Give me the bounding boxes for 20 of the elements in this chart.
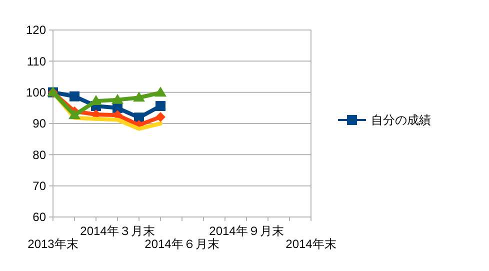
point	[68, 109, 80, 120]
point	[156, 101, 166, 112]
legend-label: 自分の成績	[371, 113, 431, 128]
x-tick-label: 2013年末	[28, 237, 78, 251]
y-tick-label: 110	[26, 54, 46, 68]
y-tick-label: 90	[32, 116, 46, 131]
point	[133, 92, 145, 102]
y-tick-label: 70	[32, 179, 46, 194]
x-tick-label: 2014年６月末	[144, 237, 220, 251]
y-tick-label: 100	[26, 86, 46, 100]
x-tick-label: 2014年３月末	[80, 224, 155, 238]
point	[156, 112, 166, 122]
x-tick-label: 2014年末	[286, 237, 336, 251]
point	[70, 91, 80, 102]
x-tick-label: 2014年９月末	[209, 224, 284, 238]
y-tick-label: 80	[32, 148, 46, 162]
y-tick-label: 60	[32, 210, 46, 224]
y-tick-label: 120	[26, 23, 46, 38]
point	[154, 86, 166, 97]
point	[112, 94, 124, 104]
